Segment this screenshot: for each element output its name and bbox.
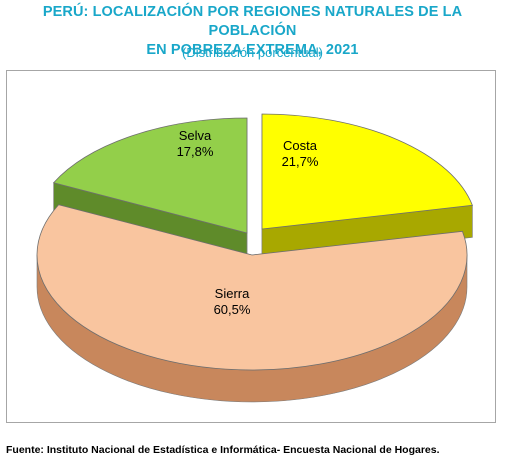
slice-label-costa: Costa [283,138,318,153]
slice-value-costa: 21,7% [282,154,319,169]
pie-slices [36,113,473,403]
slice-label-sierra: Sierra [215,286,250,301]
chart-title-line-1: PERÚ: LOCALIZACIÓN POR REGIONES NATURALE… [42,4,463,39]
pie-slice-sierra [36,204,468,371]
chart-title: PERÚ: LOCALIZACIÓN POR REGIONES NATURALE… [0,3,505,60]
source-note: Fuente: Instituto Nacional de Estadístic… [6,444,440,456]
slice-label-selva: Selva [179,128,212,143]
slice-value-selva: 17,8% [177,144,214,159]
chart-title-line-2: EN POBREZA EXTREMA, 2021 [146,42,359,58]
pie-slice-selva [52,117,248,234]
pie-slice-costa [261,113,473,230]
slice-value-sierra: 60,5% [214,302,251,317]
chart-subtitle: (Distribución porcentual) [182,45,323,60]
